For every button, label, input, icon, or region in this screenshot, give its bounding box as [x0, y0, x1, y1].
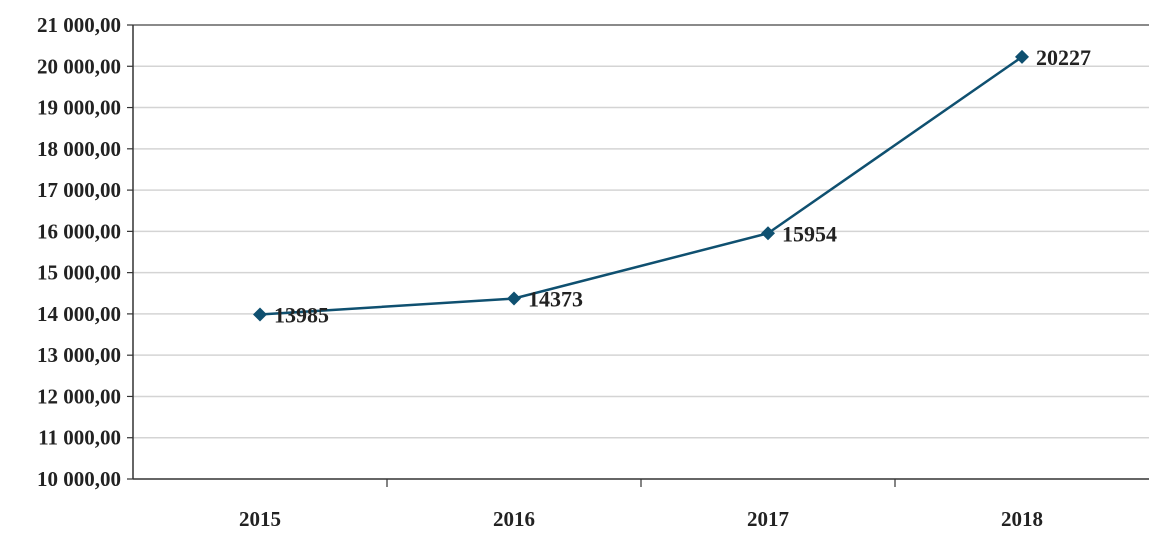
x-tick-label: 2018 [1001, 507, 1043, 529]
y-tick-label: 11 000,00 [38, 426, 121, 450]
y-tick-label: 15 000,00 [37, 261, 121, 285]
y-tick-label: 19 000,00 [37, 96, 121, 120]
data-series [253, 49, 1029, 322]
data-label: 20227 [1036, 45, 1091, 70]
y-tick-label: 13 000,00 [37, 343, 121, 367]
x-tick-label: 2016 [493, 507, 535, 529]
x-tick-label: 2017 [747, 507, 789, 529]
y-tick-label: 10 000,00 [37, 467, 121, 491]
y-axis-tick-labels: 10 000,00 11 000,00 12 000,00 13 000,00 14 0… [37, 13, 121, 491]
x-tick-label: 2015 [239, 507, 281, 529]
axes [127, 24, 1149, 487]
data-label: 14373 [528, 287, 583, 312]
data-point-marker [761, 226, 775, 241]
y-tick-label: 14 000,00 [37, 302, 121, 326]
y-tick-label: 18 000,00 [37, 137, 121, 161]
y-tick-label: 16 000,00 [37, 219, 121, 243]
data-label: 15954 [782, 221, 837, 246]
series-line [259, 55, 1023, 316]
data-point-marker [1015, 49, 1029, 64]
x-axis-tick-labels: 2015 2016 2017 2018 [239, 507, 1043, 531]
data-point-marker [507, 291, 521, 306]
gridlines [133, 24, 1149, 439]
y-tick-label: 21 000,00 [37, 13, 121, 37]
y-tick-label: 12 000,00 [37, 384, 121, 408]
y-tick-label: 20 000,00 [37, 54, 121, 78]
data-label: 13985 [274, 303, 329, 328]
data-point-marker [253, 307, 267, 322]
y-tick-label: 17 000,00 [37, 178, 121, 202]
data-labels: 13985 14373 15954 20227 [274, 45, 1091, 328]
